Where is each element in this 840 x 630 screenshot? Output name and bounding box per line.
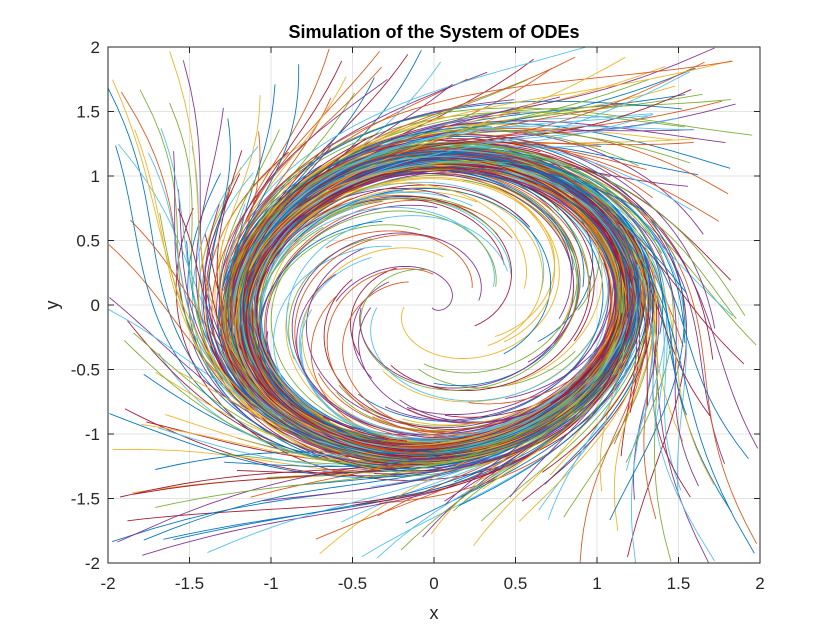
- y-tick-label: 2: [91, 38, 100, 57]
- trajectory-line: [352, 367, 587, 439]
- trajectory-line: [521, 199, 654, 502]
- trajectory-line: [248, 163, 645, 439]
- x-tick-label: 1: [592, 574, 601, 593]
- trajectory-line: [291, 232, 606, 438]
- y-tick-label: -1: [85, 425, 100, 444]
- trajectory-line: [359, 172, 572, 319]
- trajectory-line: [306, 247, 526, 429]
- trajectory-line: [360, 179, 578, 391]
- trajectory-line: [418, 350, 576, 389]
- trajectory-line: [390, 275, 591, 392]
- trajectory-line: [306, 156, 638, 520]
- trajectory-line: [400, 211, 620, 551]
- x-axis-label: x: [430, 603, 439, 623]
- trajectory-line: [288, 238, 372, 360]
- trajectory-line: [235, 148, 650, 473]
- trajectory-line: [204, 140, 643, 473]
- chart-title: Simulation of the System of ODEs: [288, 22, 579, 42]
- y-tick-label: 1: [91, 167, 100, 186]
- trajectory-line: [246, 167, 623, 450]
- trajectory-line: [374, 374, 615, 475]
- trajectory-line: [378, 153, 664, 335]
- trajectory-line: [585, 170, 688, 558]
- x-tick-label: -2: [100, 574, 115, 593]
- y-axis-label: y: [42, 301, 62, 310]
- trajectory-line: [350, 142, 759, 449]
- x-tick-label: 2: [755, 574, 764, 593]
- trajectory-line: [269, 174, 578, 374]
- trajectory-line: [242, 138, 366, 315]
- trajectory-line: [225, 127, 729, 415]
- trajectory-line: [220, 147, 634, 383]
- trajectory-line: [325, 230, 473, 288]
- trajectory-line: [273, 245, 604, 449]
- y-tick-label: 0: [91, 296, 100, 315]
- y-tick-label: -0.5: [71, 361, 100, 380]
- x-tick-label: -1: [263, 574, 278, 593]
- trajectory-line: [350, 267, 397, 357]
- ticks: -2 -1.5 -1 -0.5 0 0.5 1 1.5 2 -2 -1.5 -1 -0.5 0 0.5 1 1.…: [71, 38, 765, 593]
- trajectory-line: [248, 169, 556, 343]
- trajectory-line: [325, 197, 499, 236]
- x-tick-label: -1.5: [175, 574, 204, 593]
- trajectory-line: [353, 160, 737, 319]
- trajectory-line: [115, 145, 481, 469]
- trajectory-line: [632, 217, 699, 487]
- x-tick-label: 0: [429, 574, 438, 593]
- trajectory-line: [246, 173, 575, 460]
- trajectory-line: [227, 64, 300, 352]
- y-tick-label: 1.5: [76, 103, 100, 122]
- trajectory-line: [112, 412, 575, 474]
- trajectory-line: [224, 60, 732, 386]
- trajectory-line: [224, 134, 716, 389]
- trajectory-line: [335, 266, 453, 311]
- trajectory-line: [155, 283, 621, 508]
- trajectory-line: [335, 151, 755, 554]
- trajectory-line: [269, 224, 421, 301]
- trajectory-line: [246, 167, 581, 454]
- trajectory-line: [267, 187, 544, 347]
- trajectory-line: [204, 150, 635, 463]
- trajectory-line: [237, 115, 624, 455]
- trajectory-line: [376, 150, 650, 559]
- trajectory-line: [305, 182, 527, 289]
- trajectory-line: [220, 192, 627, 454]
- y-tick-label: 0.5: [76, 232, 100, 251]
- x-tick-label: 1.5: [667, 574, 691, 593]
- x-tick-label: 0.5: [504, 574, 528, 593]
- trajectory-line: [286, 215, 594, 436]
- trajectory-line: [329, 158, 640, 498]
- trajectory-line: [177, 208, 633, 457]
- trajectory-line: [239, 153, 640, 507]
- trajectories: [107, 46, 759, 563]
- y-tick-label: -1.5: [71, 490, 100, 509]
- x-tick-label: -0.5: [338, 574, 367, 593]
- trajectory-line: [219, 78, 547, 460]
- trajectory-line: [352, 281, 390, 379]
- y-tick-label: -2: [85, 554, 100, 573]
